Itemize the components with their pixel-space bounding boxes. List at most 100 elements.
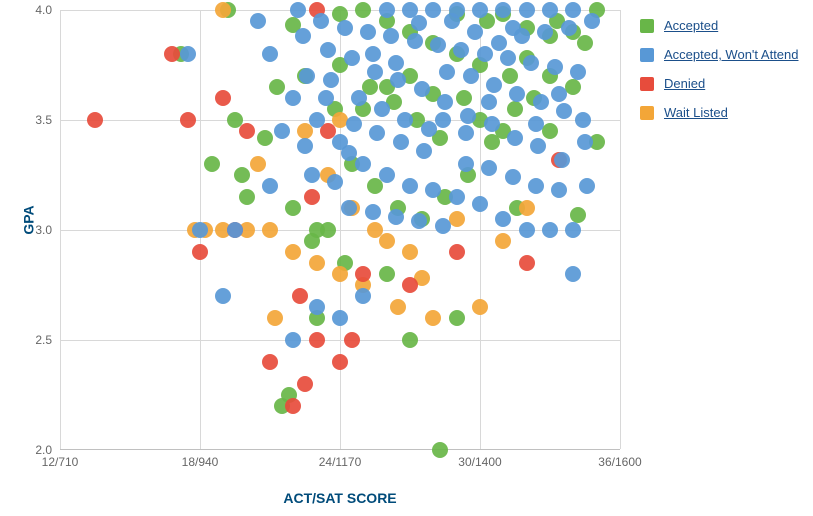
scatter-point (360, 24, 376, 40)
legend-swatch (640, 106, 654, 120)
scatter-point (274, 123, 290, 139)
scatter-point (570, 64, 586, 80)
scatter-point (309, 299, 325, 315)
scatter-point (304, 233, 320, 249)
scatter-point (430, 37, 446, 53)
scatter-point (180, 112, 196, 128)
scatter-point (390, 72, 406, 88)
scatter-point (323, 72, 339, 88)
scatter-point (449, 2, 465, 18)
legend-item[interactable]: Wait Listed (640, 105, 799, 120)
scatter-point (507, 130, 523, 146)
scatter-point (388, 209, 404, 225)
scatter-point (530, 138, 546, 154)
legend-label: Accepted (664, 18, 718, 33)
scatter-point (449, 211, 465, 227)
scatter-point (561, 20, 577, 36)
scatter-point (519, 222, 535, 238)
scatter-point (537, 24, 553, 40)
scatter-point (402, 277, 418, 293)
scatter-point (435, 218, 451, 234)
legend-item[interactable]: Accepted (640, 18, 799, 33)
scatter-point (542, 2, 558, 18)
scatter-point (449, 244, 465, 260)
scatter-point (285, 332, 301, 348)
scatter-point (297, 376, 313, 392)
scatter-point (481, 94, 497, 110)
legend-item[interactable]: Accepted, Won't Attend (640, 47, 799, 62)
scatter-point (87, 112, 103, 128)
scatter-point (344, 50, 360, 66)
scatter-point (449, 189, 465, 205)
scatter-point (215, 2, 231, 18)
scatter-point (577, 134, 593, 150)
scatter-point (570, 207, 586, 223)
scatter-point (192, 244, 208, 260)
x-tick-label: 18/940 (182, 455, 219, 469)
scatter-point (304, 167, 320, 183)
scatter-point (262, 222, 278, 238)
scatter-point (421, 121, 437, 137)
scatter-point (365, 204, 381, 220)
scatter-point (262, 354, 278, 370)
scatter-point (204, 156, 220, 172)
legend: Accepted Accepted, Won't Attend Denied Wait… (640, 18, 799, 134)
plot-area: 12/71018/94024/117030/140036/16002.02.53… (60, 10, 620, 450)
x-axis-label: ACT/SAT SCORE (60, 490, 620, 506)
scatter-point (505, 169, 521, 185)
scatter-point (481, 160, 497, 176)
legend-label: Wait Listed (664, 105, 728, 120)
scatter-point (285, 90, 301, 106)
scatter-point (320, 42, 336, 58)
scatter-point (227, 222, 243, 238)
scatter-point (234, 167, 250, 183)
scatter-point (414, 81, 430, 97)
scatter-point (239, 189, 255, 205)
scatter-point (456, 90, 472, 106)
scatter-point (528, 116, 544, 132)
scatter-point (584, 13, 600, 29)
scatter-point (491, 35, 507, 51)
y-tick-label: 3.5 (35, 113, 52, 127)
gridline-horizontal (60, 230, 620, 231)
scatter-point (425, 182, 441, 198)
scatter-point (477, 46, 493, 62)
scatter-point (332, 354, 348, 370)
scatter-point (402, 332, 418, 348)
scatter-point (374, 101, 390, 117)
scatter-point (556, 103, 572, 119)
scatter-point (369, 125, 385, 141)
scatter-point (318, 90, 334, 106)
scatter-point (425, 310, 441, 326)
scatter-point (467, 24, 483, 40)
scatter-point (577, 35, 593, 51)
legend-label: Accepted, Won't Attend (664, 47, 799, 62)
scatter-point (397, 112, 413, 128)
scatter-point (547, 59, 563, 75)
scatter-point (416, 143, 432, 159)
scatter-point (519, 2, 535, 18)
scatter-point (528, 178, 544, 194)
scatter-point (351, 90, 367, 106)
legend-item[interactable]: Denied (640, 76, 799, 91)
scatter-point (267, 310, 283, 326)
scatter-point (472, 299, 488, 315)
scatter-point (295, 28, 311, 44)
scatter-point (460, 108, 476, 124)
scatter-point (180, 46, 196, 62)
scatter-point (565, 2, 581, 18)
scatter-point (164, 46, 180, 62)
scatter-point (500, 50, 516, 66)
scatter-point (554, 152, 570, 168)
scatter-point (458, 156, 474, 172)
scatter-point (320, 222, 336, 238)
scatter-point (533, 94, 549, 110)
scatter-point (215, 288, 231, 304)
x-tick-label: 36/1600 (598, 455, 641, 469)
scatter-point (341, 200, 357, 216)
gridline-horizontal (60, 340, 620, 341)
scatter-point (309, 112, 325, 128)
scatter-point (379, 2, 395, 18)
scatter-point (439, 64, 455, 80)
scatter-point (313, 13, 329, 29)
